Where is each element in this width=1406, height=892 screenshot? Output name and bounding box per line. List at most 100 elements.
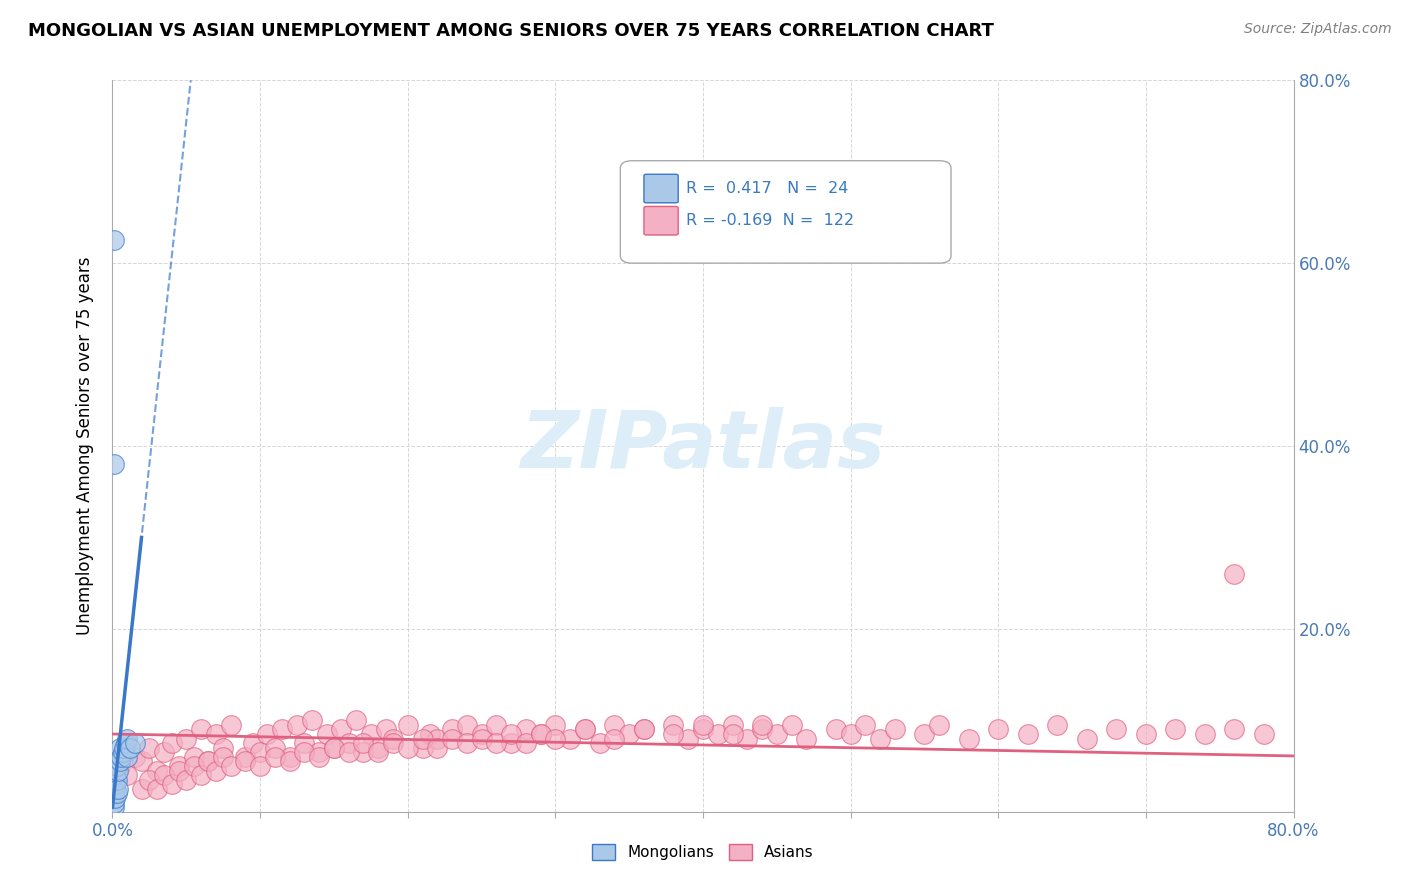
Point <box>796 731 818 746</box>
Point <box>515 723 537 737</box>
Point <box>337 745 360 759</box>
Point <box>456 718 478 732</box>
Point <box>108 740 131 755</box>
Point <box>721 727 744 741</box>
Point <box>529 727 551 741</box>
Point <box>256 727 278 741</box>
Point <box>1194 727 1216 741</box>
Point <box>914 727 936 741</box>
Y-axis label: Unemployment Among Seniors over 75 years: Unemployment Among Seniors over 75 years <box>76 257 94 635</box>
Point <box>619 727 641 741</box>
Point <box>367 745 389 759</box>
Point <box>105 759 128 773</box>
Point <box>114 736 136 750</box>
Point <box>501 727 523 741</box>
Point <box>278 749 301 764</box>
Point <box>501 736 523 750</box>
Point <box>308 749 330 764</box>
Point <box>987 723 1010 737</box>
Point <box>529 727 551 741</box>
Point <box>212 740 235 755</box>
Point <box>588 736 610 750</box>
Point <box>219 718 242 732</box>
Point <box>120 740 142 755</box>
Point <box>131 755 153 769</box>
Point <box>928 718 950 732</box>
Point <box>264 749 287 764</box>
Point <box>1046 718 1069 732</box>
Point <box>108 755 131 769</box>
Point <box>146 764 169 778</box>
Point <box>103 796 125 810</box>
Text: R =  0.417   N =  24: R = 0.417 N = 24 <box>686 181 849 196</box>
Point <box>352 736 374 750</box>
Point <box>323 740 346 755</box>
Point <box>470 727 494 741</box>
Point <box>1017 727 1039 741</box>
Text: R = -0.169  N =  122: R = -0.169 N = 122 <box>686 213 855 228</box>
Point <box>138 772 160 787</box>
Point <box>197 755 219 769</box>
Point <box>249 759 271 773</box>
Point <box>138 740 160 755</box>
Point <box>105 787 128 801</box>
Point <box>957 731 980 746</box>
Point <box>419 727 441 741</box>
Point <box>301 714 323 728</box>
Point <box>544 718 567 732</box>
Point <box>117 768 138 782</box>
Point <box>558 731 582 746</box>
Point <box>662 727 685 741</box>
Point <box>160 736 183 750</box>
Text: Source: ZipAtlas.com: Source: ZipAtlas.com <box>1244 22 1392 37</box>
Point <box>766 727 789 741</box>
Point <box>352 745 374 759</box>
Point <box>153 768 176 782</box>
Point <box>103 233 125 247</box>
Point <box>249 745 271 759</box>
Point <box>337 736 360 750</box>
Point <box>344 714 367 728</box>
Point <box>219 759 242 773</box>
Point <box>183 759 205 773</box>
Point <box>692 723 714 737</box>
Point <box>662 718 685 732</box>
Point <box>124 749 146 764</box>
Point <box>1223 723 1246 737</box>
Point <box>183 749 205 764</box>
Point <box>117 749 138 764</box>
Point <box>396 740 419 755</box>
Point <box>197 755 219 769</box>
Point <box>721 718 744 732</box>
Point <box>233 749 256 764</box>
Point <box>603 718 626 732</box>
Point <box>839 727 862 741</box>
Point <box>233 755 256 769</box>
Point <box>292 736 315 750</box>
Point <box>160 777 183 791</box>
Point <box>456 736 478 750</box>
Point <box>737 731 759 746</box>
Text: ZIPatlas: ZIPatlas <box>520 407 886 485</box>
Point <box>441 723 464 737</box>
Point <box>574 723 596 737</box>
Point <box>411 740 433 755</box>
Point <box>271 723 294 737</box>
Point <box>308 745 330 759</box>
Point <box>470 731 494 746</box>
Point <box>485 736 508 750</box>
Point <box>205 764 228 778</box>
Point <box>103 458 125 472</box>
Point <box>780 718 803 732</box>
Point <box>323 740 346 755</box>
Point <box>174 731 197 746</box>
Point <box>1135 727 1157 741</box>
Point <box>146 781 169 796</box>
Point <box>292 745 315 759</box>
Point <box>1253 727 1275 741</box>
FancyBboxPatch shape <box>644 174 678 202</box>
Point <box>205 727 228 741</box>
Point <box>382 731 405 746</box>
Point <box>117 731 138 746</box>
Point <box>104 777 127 791</box>
